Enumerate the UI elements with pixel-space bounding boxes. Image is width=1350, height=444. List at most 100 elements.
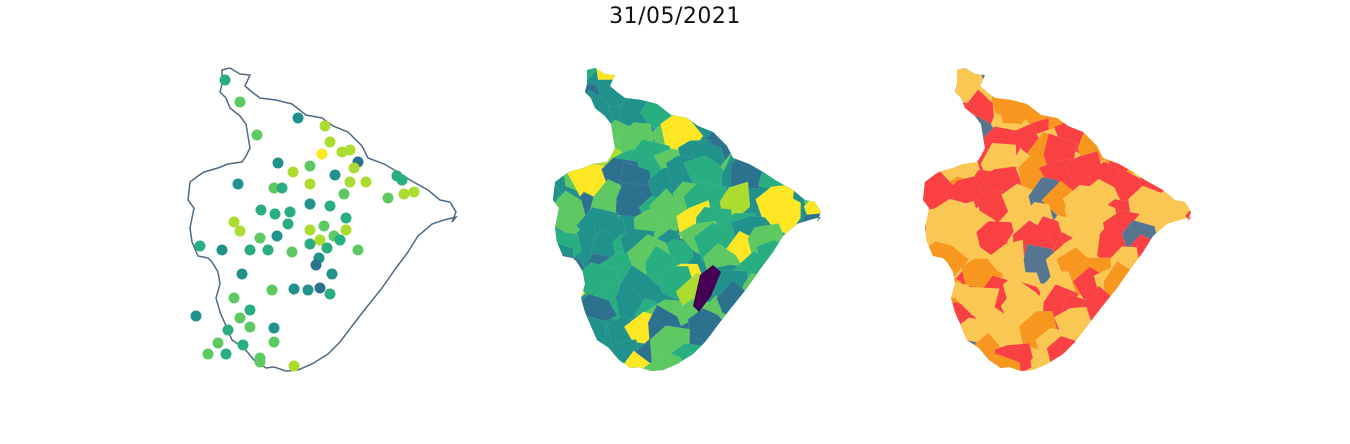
municipality-region — [1164, 109, 1191, 146]
municipality-region — [718, 332, 756, 369]
municipality-region — [1180, 358, 1191, 371]
municipality-region — [1089, 116, 1134, 151]
municipality-region — [765, 335, 800, 371]
municipality-region — [1167, 129, 1191, 168]
municipality-region — [696, 68, 734, 108]
municipality-region — [1168, 297, 1191, 341]
municipality-region — [812, 253, 821, 290]
municipality-region — [761, 259, 799, 305]
point-marker — [324, 200, 336, 212]
municipality-region — [929, 99, 969, 131]
municipality-region — [1163, 68, 1191, 90]
municipality-region — [784, 321, 820, 369]
point-marker — [286, 246, 298, 258]
municipality-region — [817, 295, 821, 335]
municipality-region — [800, 98, 821, 137]
point-marker — [288, 283, 300, 295]
point-marker — [254, 232, 266, 244]
municipality-region — [807, 259, 821, 302]
figure-title: 31/05/2021 — [609, 4, 741, 29]
point-marker — [360, 176, 372, 188]
municipality-region — [1184, 247, 1191, 282]
municipality-region — [725, 334, 766, 369]
point-marker — [244, 321, 256, 333]
point-marker — [352, 244, 364, 256]
municipality-region — [553, 336, 576, 371]
municipality-region — [776, 286, 814, 326]
point-marker — [262, 244, 274, 256]
municipality-region — [743, 107, 783, 153]
point-marker — [228, 216, 240, 228]
municipality-region — [1184, 198, 1191, 237]
municipality-region — [923, 68, 935, 106]
point-marker — [220, 348, 232, 360]
point-marker — [340, 212, 352, 224]
municipality-region — [1139, 69, 1183, 103]
point-marker — [340, 224, 352, 236]
choropleth-map-panel — [535, 60, 835, 390]
municipality-region — [791, 243, 821, 272]
point-marker — [344, 176, 356, 188]
point-marker — [288, 360, 300, 372]
municipality-region — [728, 80, 772, 120]
point-marker — [382, 192, 394, 204]
point-map-svg — [187, 67, 458, 372]
municipality-region — [819, 223, 821, 260]
state-outline — [187, 67, 458, 372]
municipality-region — [806, 351, 821, 371]
municipality-region — [923, 334, 943, 371]
point-marker — [266, 284, 278, 296]
point-marker — [228, 292, 240, 304]
point-marker — [271, 230, 283, 242]
municipality-region — [667, 68, 708, 105]
municipality-region — [1109, 116, 1144, 155]
municipality-region — [553, 352, 592, 371]
choropleth-map-svg — [553, 68, 821, 371]
municipality-region — [804, 93, 821, 129]
municipality-region — [719, 92, 751, 125]
municipality-region — [746, 332, 783, 371]
municipality-region — [773, 315, 810, 350]
class-regions — [923, 39, 1234, 371]
point-marker — [268, 182, 280, 194]
municipality-region — [553, 140, 560, 182]
municipality-region — [939, 353, 974, 371]
municipality-region — [557, 107, 593, 138]
point-marker — [408, 186, 420, 198]
municipality-region — [553, 68, 583, 76]
point-map-panel — [170, 60, 470, 390]
point-marker — [329, 169, 341, 181]
point-marker — [194, 240, 206, 252]
municipality-region — [553, 321, 585, 351]
municipality-region — [553, 311, 570, 361]
point-marker — [304, 178, 316, 190]
municipality-region — [553, 230, 554, 270]
municipality-region — [553, 299, 586, 335]
municipality-region — [984, 68, 1022, 88]
municipality-region — [923, 213, 932, 260]
municipality-region — [684, 79, 721, 116]
municipality-region — [989, 68, 1032, 98]
municipality-region — [553, 68, 576, 97]
point-marker — [251, 129, 263, 141]
municipality-region — [1199, 149, 1232, 186]
municipality-region — [1168, 107, 1191, 142]
point-marker — [336, 146, 348, 158]
municipality-region — [553, 262, 568, 300]
municipality-region — [1175, 75, 1191, 119]
municipality-region — [1197, 278, 1234, 316]
municipality-region — [1107, 68, 1144, 92]
municipality-region — [1178, 226, 1191, 268]
point-marker — [304, 160, 316, 172]
municipality-region — [783, 118, 821, 158]
point-marker — [236, 268, 248, 280]
municipality-region — [819, 113, 821, 148]
municipality-region — [1077, 330, 1115, 371]
municipality-region — [553, 290, 569, 329]
point-marker — [314, 282, 326, 294]
point-marker — [310, 259, 322, 271]
municipality-region — [1191, 39, 1232, 79]
municipality-region — [775, 126, 812, 159]
municipality-region — [747, 68, 786, 101]
point-marker — [234, 96, 246, 108]
